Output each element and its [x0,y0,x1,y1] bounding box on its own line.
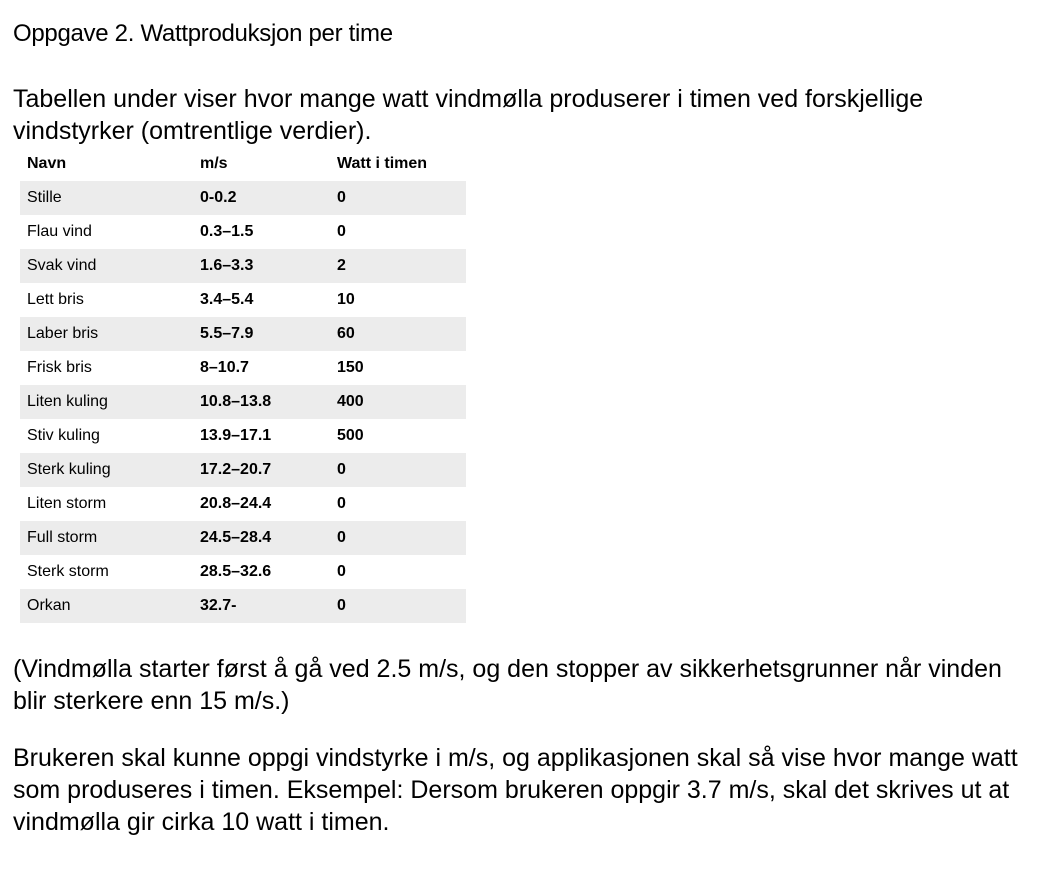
cell-navn: Orkan [20,589,193,623]
cell-ms: 3.4–5.4 [200,291,254,308]
cell-navn: Liten storm [27,495,107,512]
header-ms: m/s [200,155,228,172]
cell-ms: 0-0.2 [193,181,330,215]
cell-navn: Full storm [20,521,193,555]
cell-navn: Liten kuling [20,385,193,419]
wind-table-body: Stille 0-0.2 0 Flau vind 0.3–1.5 0 Svak vind 1.… [20,181,466,623]
table-row: Liten kuling 10.8–13.8 400 [20,385,466,419]
cell-watt: 0 [330,181,466,215]
intro-paragraph: Tabellen under viser hvor mange watt vin… [13,85,924,145]
cell-watt: 0 [337,563,346,580]
cell-ms: 28.5–32.6 [200,563,272,580]
table-row: Svak vind 1.6–3.3 2 [20,249,466,283]
table-row: Stiv kuling 13.9–17.1 500 [20,419,466,453]
cell-watt: 0 [330,589,466,623]
page-title: Oppgave 2. Wattproduksjon per time [13,20,393,47]
cell-ms: 13.9–17.1 [200,427,272,444]
cell-watt: 500 [337,427,364,444]
cell-watt: 0 [337,223,346,240]
header-navn: Navn [27,155,67,172]
cell-watt: 2 [330,249,466,283]
cell-ms: 5.5–7.9 [193,317,330,351]
cell-watt: 150 [337,359,364,376]
table-row: Frisk bris 8–10.7 150 [20,351,466,385]
note-paragraph: (Vindmølla starter først å gå ved 2.5 m/… [13,655,1002,715]
cell-navn: Sterk kuling [20,453,193,487]
cell-ms: 8–10.7 [200,359,249,376]
cell-navn: Svak vind [20,249,193,283]
cell-ms: 10.8–13.8 [193,385,330,419]
cell-navn: Lett bris [27,291,84,308]
cell-ms: 1.6–3.3 [193,249,330,283]
cell-ms: 17.2–20.7 [193,453,330,487]
table-row: Orkan 32.7- 0 [20,589,466,623]
cell-ms: 32.7- [193,589,330,623]
wind-table: Navn m/s Watt i timen Stille 0-0.2 0 Flau v… [20,147,466,623]
cell-navn: Flau vind [27,223,92,240]
table-row: Sterk kuling 17.2–20.7 0 [20,453,466,487]
cell-watt: 60 [330,317,466,351]
table-header-row: Navn m/s Watt i timen [20,147,466,181]
cell-navn: Stiv kuling [27,427,100,444]
cell-navn: Frisk bris [27,359,92,376]
cell-watt: 10 [337,291,355,308]
cell-watt: 0 [330,453,466,487]
cell-navn: Sterk storm [27,563,109,580]
cell-watt: 0 [330,521,466,555]
table-row: Sterk storm 28.5–32.6 0 [20,555,466,589]
cell-ms: 20.8–24.4 [200,495,272,512]
header-watt: Watt i timen [337,155,428,172]
table-row: Liten storm 20.8–24.4 0 [20,487,466,521]
cell-watt: 400 [330,385,466,419]
cell-navn: Stille [20,181,193,215]
cell-ms: 24.5–28.4 [193,521,330,555]
table-row: Stille 0-0.2 0 [20,181,466,215]
cell-navn: Laber bris [20,317,193,351]
cell-watt: 0 [337,495,346,512]
table-row: Full storm 24.5–28.4 0 [20,521,466,555]
task-paragraph: Brukeren skal kunne oppgi vindstyrke i m… [13,744,1018,836]
table-row: Laber bris 5.5–7.9 60 [20,317,466,351]
table-row: Flau vind 0.3–1.5 0 [20,215,466,249]
cell-ms: 0.3–1.5 [200,223,254,240]
table-row: Lett bris 3.4–5.4 10 [20,283,466,317]
